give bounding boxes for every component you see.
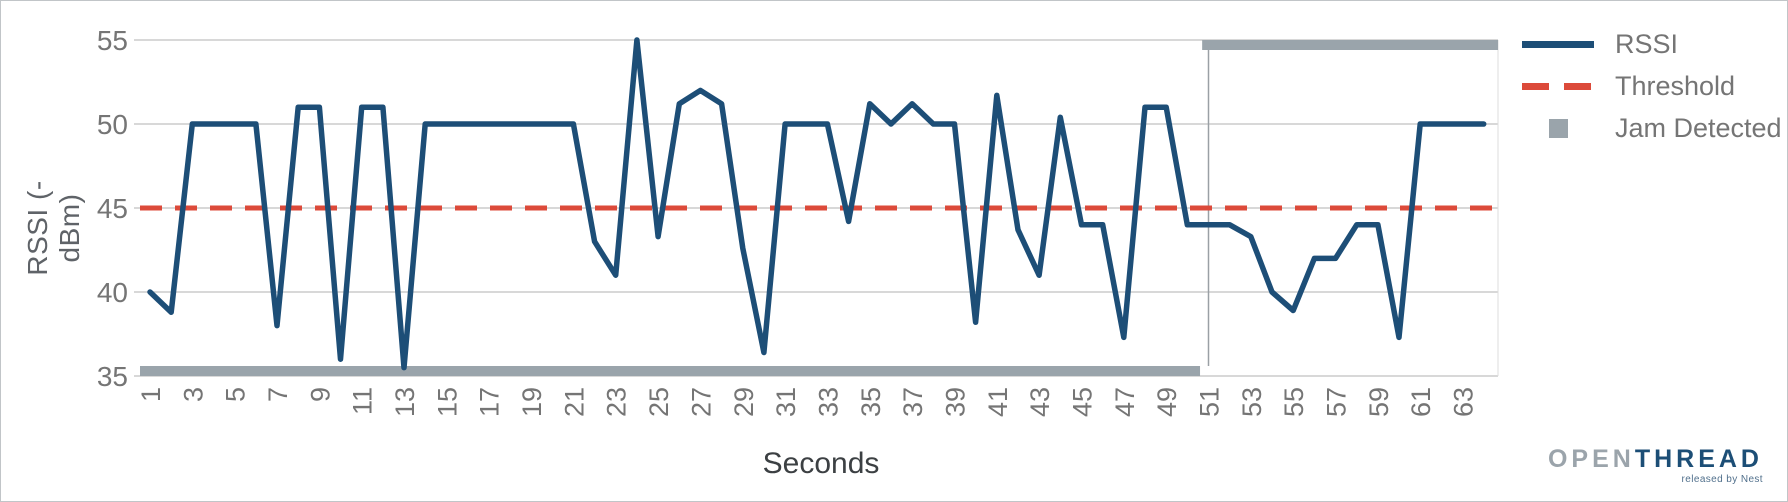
x-tick-label: 41 bbox=[983, 387, 1013, 417]
y-tick-label: 50 bbox=[97, 109, 128, 140]
x-tick-label: 59 bbox=[1364, 387, 1394, 417]
threshold-dash-swatch bbox=[1522, 82, 1594, 90]
x-tick-label: 47 bbox=[1110, 387, 1140, 417]
x-tick-label: 43 bbox=[1025, 387, 1055, 417]
x-tick-label: 31 bbox=[771, 387, 801, 417]
legend-label-threshold: Threshold bbox=[1615, 70, 1736, 101]
x-tick-label: 5 bbox=[221, 387, 251, 402]
legend-item-jam-detected: Jam Detected bbox=[1517, 107, 1782, 149]
rssi-line-swatch bbox=[1522, 40, 1594, 48]
legend-label-jam-detected: Jam Detected bbox=[1615, 112, 1782, 143]
y-tick-label: 55 bbox=[97, 25, 128, 56]
legend-label-rssi: RSSI bbox=[1615, 28, 1679, 59]
x-tick-label: 63 bbox=[1449, 387, 1479, 417]
x-tick-label: 17 bbox=[475, 387, 505, 417]
x-tick-label: 11 bbox=[348, 387, 378, 415]
y-tick-label: 45 bbox=[97, 193, 128, 224]
openthread-logo: OPENTHREAD released by Nest bbox=[1548, 447, 1763, 485]
x-tick-label: 33 bbox=[813, 387, 843, 417]
x-tick-label: 39 bbox=[940, 387, 970, 417]
x-tick-label: 21 bbox=[559, 387, 589, 417]
openthread-logo-text: OPENTHREAD bbox=[1548, 447, 1763, 472]
y-tick-label: 35 bbox=[97, 361, 128, 392]
legend: RSSI Threshold Jam Detected bbox=[1517, 23, 1782, 149]
threshold-dash-swatch-wrap bbox=[1517, 82, 1599, 90]
x-tick-label: 23 bbox=[602, 387, 632, 417]
x-tick-label: 19 bbox=[517, 387, 547, 417]
y-tick-label: 40 bbox=[97, 277, 128, 308]
x-tick-label: 15 bbox=[432, 387, 462, 417]
logo-open-text: OPEN bbox=[1547, 445, 1635, 473]
x-tick-label: 55 bbox=[1279, 387, 1309, 417]
x-tick-label: 49 bbox=[1152, 387, 1182, 417]
x-tick-label: 27 bbox=[686, 387, 716, 417]
x-axis-title: Seconds bbox=[762, 447, 880, 480]
legend-item-rssi: RSSI bbox=[1517, 23, 1782, 65]
rssi-line bbox=[147, 37, 1487, 371]
logo-thread-text: THREAD bbox=[1634, 445, 1763, 473]
legend-item-threshold: Threshold bbox=[1517, 65, 1782, 107]
logo-tagline: released by Nest bbox=[1681, 474, 1763, 485]
jam-square-swatch bbox=[1548, 118, 1568, 138]
x-tick-label: 13 bbox=[390, 387, 420, 417]
x-tick-label: 53 bbox=[1237, 387, 1267, 417]
rssi-line-swatch-wrap bbox=[1517, 40, 1599, 48]
x-tick-label: 7 bbox=[263, 387, 293, 402]
x-tick-label: 45 bbox=[1067, 387, 1097, 417]
x-tick-label: 61 bbox=[1406, 387, 1436, 417]
x-tick-label: 29 bbox=[729, 387, 759, 417]
x-tick-label: 35 bbox=[856, 387, 886, 417]
x-tick-label: 25 bbox=[644, 387, 674, 417]
x-tick-label: 57 bbox=[1322, 387, 1352, 417]
x-tick-label: 37 bbox=[898, 387, 928, 417]
x-tick-label: 51 bbox=[1195, 387, 1225, 417]
jam-square-swatch-wrap bbox=[1517, 118, 1599, 138]
x-tick-label: 1 bbox=[136, 387, 166, 402]
x-tick-label: 3 bbox=[178, 387, 208, 402]
x-tick-label: 9 bbox=[305, 387, 335, 402]
y-axis-title: RSSI (-dBm) bbox=[22, 180, 85, 276]
